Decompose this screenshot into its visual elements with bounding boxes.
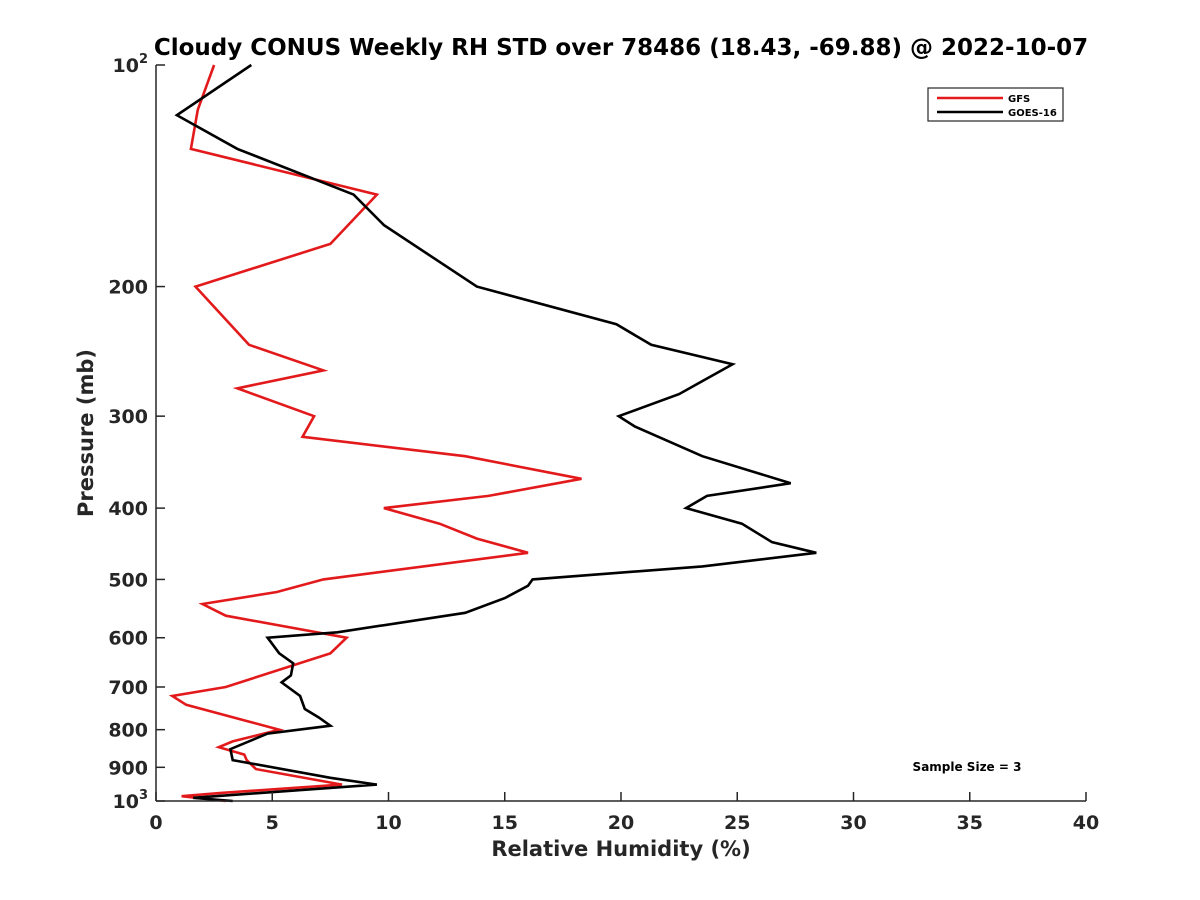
x-tick-label: 25 (724, 812, 750, 834)
x-tick-label: 5 (266, 812, 279, 834)
y-tick-exponent: 3 (139, 788, 148, 803)
legend-box (927, 87, 1064, 122)
y-tick-exponent: 2 (139, 52, 148, 67)
x-axis-ticks: 0 5 10 15 20 25 30 35 40 (149, 792, 1099, 834)
series-line-gfs (168, 64, 582, 803)
x-tick-label: 20 (608, 812, 634, 834)
y-tick-label: 500 (108, 569, 148, 591)
y-tick-base: 10 (113, 55, 139, 77)
y-tick-label: 400 (108, 498, 148, 520)
chart-title: Cloudy CONUS Weekly RH STD over 78486 (1… (154, 35, 1088, 61)
y-tick-label: 900 (108, 757, 148, 779)
y-tick-base: 300 (108, 406, 148, 428)
x-tick-label: 15 (492, 812, 518, 834)
y-tick-label: 800 (108, 720, 148, 742)
y-tick-label: 102 (113, 52, 149, 77)
y-tick-label: 300 (108, 406, 148, 428)
y-tick-base: 200 (108, 277, 148, 299)
y-axis-label: Pressure (mb) (74, 349, 98, 517)
x-tick-label: 40 (1073, 812, 1099, 834)
sample-size-annotation: Sample Size = 3 (913, 760, 1022, 774)
y-tick-base: 900 (108, 757, 148, 779)
series-layer (168, 63, 817, 803)
x-tick-label: 0 (149, 812, 162, 834)
x-tick-label: 30 (840, 812, 866, 834)
legend-label: GFS (1008, 94, 1030, 105)
y-tick-label: 103 (113, 788, 149, 813)
y-tick-label: 700 (108, 677, 148, 699)
y-tick-base: 500 (108, 569, 148, 591)
x-axis-label: Relative Humidity (%) (491, 837, 750, 861)
y-tick-base: 400 (108, 498, 148, 520)
y-tick-base: 600 (108, 628, 148, 650)
legend-label: GOES-16 (1008, 108, 1057, 119)
y-tick-base: 10 (113, 791, 139, 813)
y-tick-base: 700 (108, 677, 148, 699)
x-tick-label: 35 (957, 812, 983, 834)
legend: GFS GOES-16 (927, 87, 1064, 122)
y-tick-label: 600 (108, 628, 148, 650)
x-tick-label: 10 (375, 812, 401, 834)
series-line-goes-16 (174, 63, 817, 803)
y-tick-label: 200 (108, 277, 148, 299)
y-tick-base: 800 (108, 720, 148, 742)
